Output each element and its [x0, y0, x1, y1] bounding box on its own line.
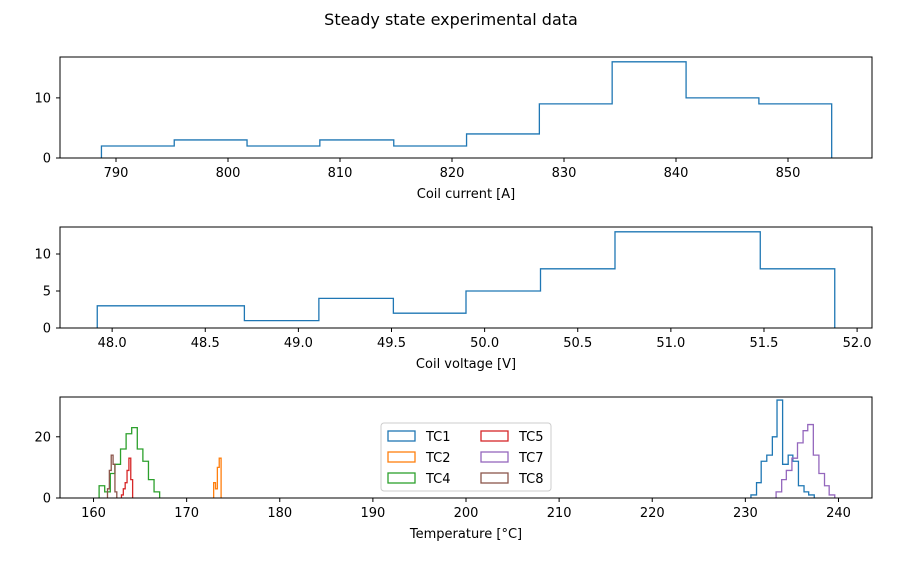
histogram-series-1	[96, 231, 836, 328]
histogram-tc8	[106, 454, 118, 498]
subplot-1: 790 800 810 820 830 840 850 0 10 Coil current [A]	[34, 56, 873, 202]
histogram-series-1	[100, 61, 833, 158]
subplot-2: 48.0 48.5 49.0 49.5 50.0 50.5 51.0 51.5 52.0 0 5 10…	[34, 226, 873, 372]
x-tick-label: 48.5	[191, 336, 220, 351]
x-tick-label: 850	[776, 166, 801, 181]
x-axis-label: Coil current [A]	[417, 187, 515, 202]
legend-swatch-tc5	[480, 430, 509, 442]
x-tick-label: 190	[360, 506, 385, 521]
axes-frame	[59, 226, 873, 329]
legend-label-tc1: TC1	[425, 430, 451, 445]
histogram-tc4	[98, 426, 161, 498]
y-tick-label: 0	[43, 492, 51, 507]
x-tick-label: 49.5	[377, 336, 406, 351]
y-tick-label: 10	[34, 248, 51, 263]
x-tick-label: 800	[216, 166, 241, 181]
x-axis-label: Temperature [°C]	[409, 527, 522, 542]
axes-frame	[59, 56, 873, 159]
histogram-tc2	[213, 457, 222, 498]
subplot-3: 160 170 180 190 200 210 220 230 240 0 20 Temperatur…	[34, 396, 873, 542]
x-tick-label: 820	[440, 166, 465, 181]
legend-swatch-tc2	[387, 451, 416, 463]
histogram-tc7	[775, 423, 836, 498]
histogram-tc5	[120, 457, 134, 498]
legend-swatch-tc7	[480, 451, 509, 463]
x-tick-label: 230	[733, 506, 758, 521]
x-tick-label: 50.5	[563, 336, 592, 351]
x-tick-label: 51.0	[656, 336, 685, 351]
legend-swatch-tc4	[387, 472, 416, 484]
y-tick-label: 10	[34, 91, 51, 106]
x-tick-label: 52.0	[843, 336, 872, 351]
x-tick-label: 160	[81, 506, 106, 521]
x-tick-label: 170	[174, 506, 199, 521]
x-tick-label: 240	[826, 506, 851, 521]
x-tick-label: 200	[454, 506, 479, 521]
histogram-tc1	[750, 399, 815, 498]
figure-title: Steady state experimental data	[324, 10, 578, 29]
x-axis-label: Coil voltage [V]	[416, 357, 516, 372]
legend-label-tc8: TC8	[518, 472, 544, 487]
x-tick-label: 50.0	[470, 336, 499, 351]
x-tick-label: 220	[640, 506, 665, 521]
x-tick-label: 840	[664, 166, 689, 181]
legend-label-tc7: TC7	[518, 451, 544, 466]
x-tick-label: 48.0	[98, 336, 127, 351]
legend-label-tc2: TC2	[425, 451, 451, 466]
y-tick-label: 5	[43, 285, 51, 300]
y-tick-label: 0	[43, 152, 51, 167]
x-tick-label: 180	[267, 506, 292, 521]
x-tick-label: 790	[104, 166, 129, 181]
x-tick-label: 830	[552, 166, 577, 181]
legend-swatch-tc8	[480, 472, 509, 484]
x-tick-label: 210	[547, 506, 572, 521]
legend: TC1 TC2 TC4 TC5 TC7 TC8	[380, 422, 552, 492]
legend-swatch-tc1	[387, 430, 416, 442]
y-tick-label: 20	[34, 430, 51, 445]
y-tick-label: 0	[43, 322, 51, 337]
x-tick-label: 49.0	[284, 336, 313, 351]
legend-label-tc5: TC5	[518, 430, 544, 445]
x-tick-label: 810	[328, 166, 353, 181]
x-tick-label: 51.5	[750, 336, 779, 351]
legend-label-tc4: TC4	[425, 472, 451, 487]
